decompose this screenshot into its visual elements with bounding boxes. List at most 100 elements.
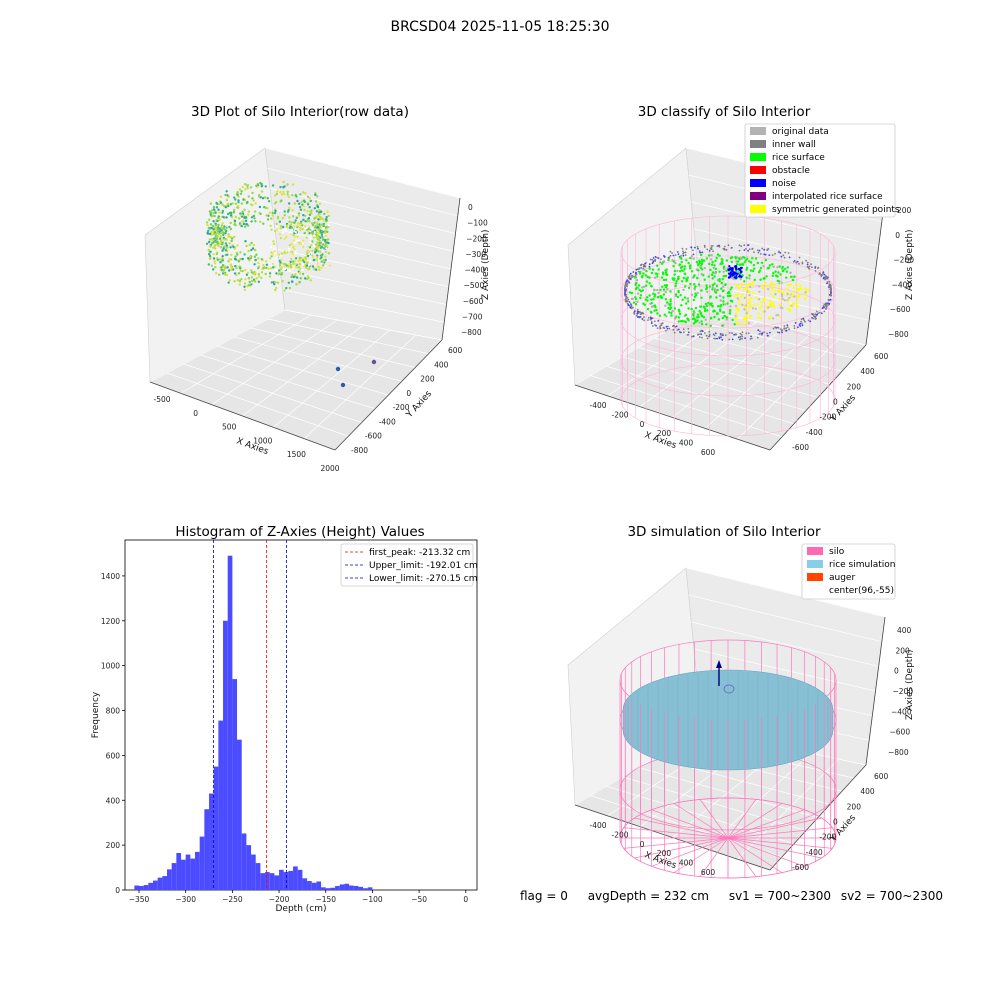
legend-entry: silo [829, 547, 845, 557]
histogram-axes [124, 539, 478, 891]
histogram-bar [265, 872, 270, 890]
legend-swatch [807, 573, 823, 581]
panel2-z-tick: 0 [895, 231, 900, 240]
histogram-bar [148, 882, 154, 890]
histogram-bar [349, 885, 354, 890]
histogram-bar [134, 885, 140, 890]
panel4-z-tick: 400 [897, 626, 912, 635]
histogram-bar [269, 873, 275, 890]
panel1-back-pane [264, 147, 461, 341]
flag-value: flag = 0 [520, 889, 568, 903]
histogram-x-tick: −50 [411, 895, 427, 904]
histogram-y-tick: 1000 [101, 662, 120, 671]
histogram-y-tick: 800 [106, 707, 121, 716]
panel1-title: 3D Plot of Silo Interior(row data) [191, 104, 409, 120]
histogram-legend [340, 543, 474, 587]
panel1-y-tick: -600 [365, 432, 382, 441]
legend-entry: obstacle [772, 166, 810, 176]
avg-depth-value: avgDepth = 232 cm [587, 889, 709, 903]
panel4-x-tick: -200 [611, 830, 628, 839]
legend-swatch [807, 547, 823, 555]
panel4-z-tick: −400 [891, 707, 912, 716]
histogram-y-tick: 1200 [101, 617, 120, 626]
histogram-x-tick: 0 [463, 895, 468, 904]
panel4-title: 3D simulation of Silo Interior [627, 524, 821, 540]
panel4-z-tick: −200 [893, 687, 914, 696]
panel2-y-tick: -200 [819, 413, 836, 422]
histogram-bar [302, 878, 308, 890]
panel1-y-tick: 600 [448, 346, 463, 355]
panel4-x-tick: 0 [640, 840, 645, 849]
histogram-bar [153, 880, 158, 890]
histogram-bar [209, 793, 214, 890]
histogram-x-tick: −350 [129, 895, 150, 904]
legend-swatch [807, 586, 823, 594]
legend-swatch [750, 205, 766, 213]
panel2-y-tick: 600 [874, 352, 889, 361]
histogram-bar [204, 809, 210, 890]
sv2-value: sv2 = 700~2300 [840, 889, 943, 903]
panel1-z-tick: −600 [463, 297, 484, 306]
panel1-z-tick: −400 [465, 266, 486, 275]
histogram-legend-entry: Upper_limit: -192.01 cm [369, 561, 478, 571]
panel1-z-tick: −200 [466, 234, 487, 243]
panel1-x-tick: 1500 [287, 450, 306, 459]
histogram-bar [143, 885, 149, 890]
histogram-bar [139, 885, 144, 890]
sv1-value: sv1 = 700~2300 [728, 889, 831, 903]
panel1-y-tick: 0 [406, 389, 411, 398]
histogram-bar [246, 845, 252, 890]
histogram-bar [213, 766, 219, 890]
panel4-y-tick: 600 [874, 772, 889, 781]
histogram-bar [181, 859, 186, 890]
histogram-ylabel: Frequency [91, 691, 101, 738]
panel2-title: 3D classify of Silo Interior [638, 104, 811, 120]
panel4-y-tick: -200 [819, 833, 836, 842]
figure-title: BRCSD04 2025-11-05 18:25:30 [390, 19, 609, 35]
histogram-bar [185, 854, 191, 890]
histogram-bar [279, 869, 284, 890]
raw-point-cloud [205, 180, 331, 292]
histogram-bar [176, 852, 182, 890]
histogram-x-tick: −100 [362, 895, 383, 904]
panel1-x-tick: -500 [153, 395, 170, 404]
panel4-legend [801, 543, 896, 600]
legend-swatch [750, 192, 766, 200]
histogram-bar [218, 720, 224, 890]
panel4-x-tick: 400 [679, 859, 694, 868]
histogram-bar [251, 854, 256, 890]
panel1-x-tick: 2000 [320, 464, 339, 473]
histogram-bar [274, 875, 280, 890]
panel1-x-tick: 0 [193, 409, 198, 418]
legend-swatch [750, 166, 766, 174]
panel-classify: 3D classify of Silo Interior -400 -200 0 20… [567, 104, 915, 457]
panel2-x-tick: -400 [589, 401, 606, 410]
legend-entry: inner wall [772, 140, 816, 150]
histogram-bar [241, 833, 247, 890]
histogram-bar [335, 885, 340, 890]
panel2-y-tick: 200 [847, 382, 862, 391]
panel1-z-tick: −100 [467, 219, 488, 228]
histogram-bar [344, 883, 350, 890]
panel2-z-tick: −200 [893, 256, 914, 265]
histogram-bar [167, 869, 172, 890]
histogram-bar [260, 873, 266, 890]
legend-swatch [750, 140, 766, 148]
histogram-bar [367, 887, 373, 890]
histogram-bar [288, 870, 294, 890]
legend-entry: auger [829, 573, 855, 583]
classified-point-cloud [624, 244, 832, 341]
histogram-bar [237, 739, 242, 890]
legend-entry: interpolated rice surface [772, 192, 883, 202]
panel2-z-tick: −600 [890, 305, 911, 314]
outlier-point [340, 382, 346, 388]
histogram-bar [353, 885, 359, 890]
histogram-xlabel: Depth (cm) [275, 904, 326, 914]
histogram-bar [162, 876, 168, 890]
histogram-bar [316, 881, 322, 890]
panel4-y-tick: -600 [792, 863, 809, 872]
panel4-y-tick: 200 [847, 802, 862, 811]
panel4-z-tick: −800 [888, 748, 909, 757]
histogram-bar [255, 863, 261, 890]
